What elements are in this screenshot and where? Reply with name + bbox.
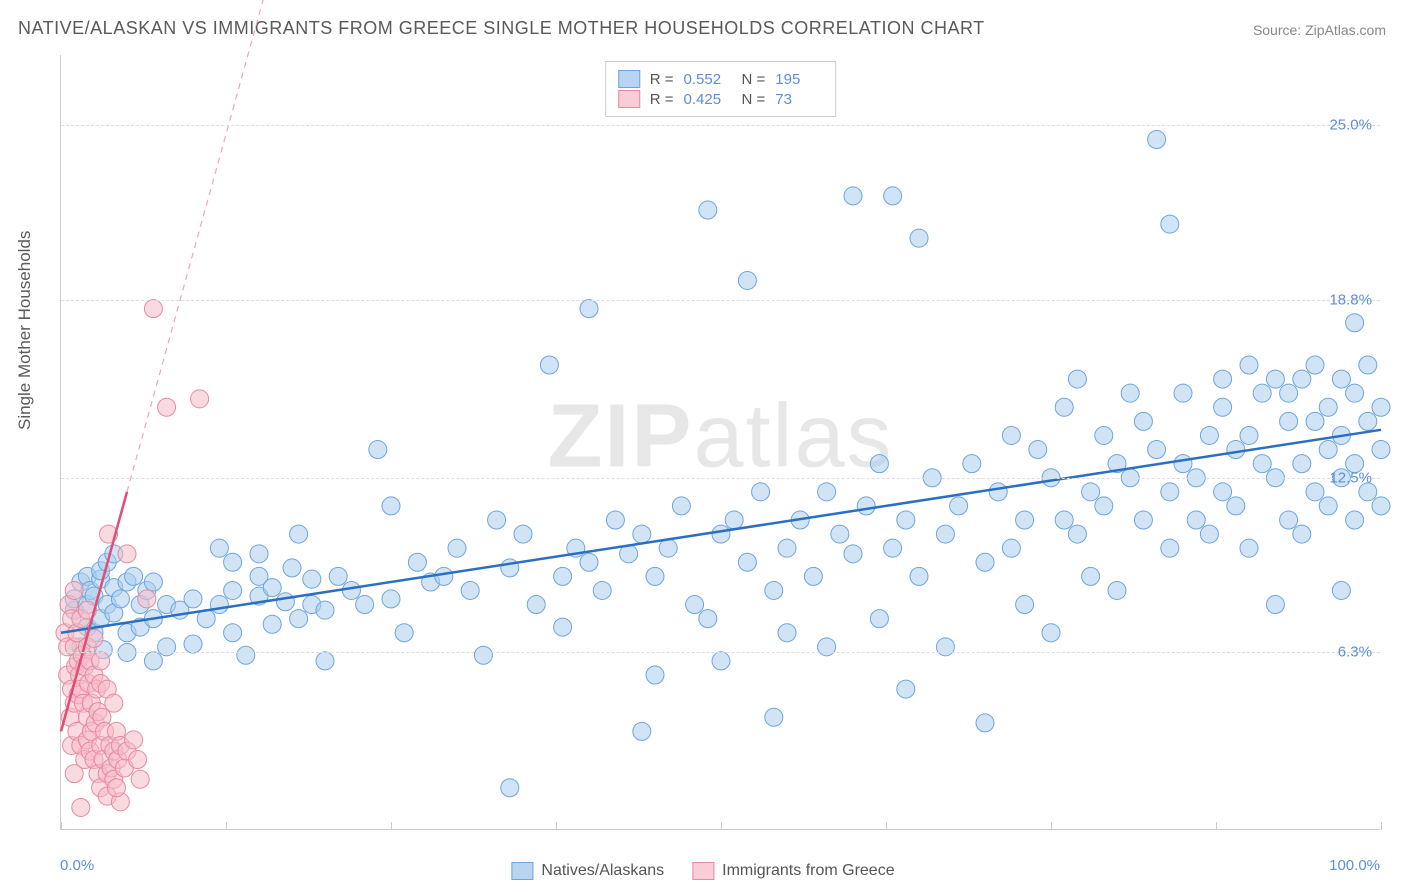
legend-swatch-blue [618, 70, 640, 88]
y-tick-label: 25.0% [1329, 117, 1372, 134]
y-axis-title: Single Mother Households [15, 231, 35, 430]
y-tick-label: 18.8% [1329, 292, 1372, 309]
legend-row-pink: R = 0.425 N = 73 [618, 90, 824, 108]
series-legend: Natives/Alaskans Immigrants from Greece [511, 862, 894, 880]
x-axis-max-label: 100.0% [1329, 857, 1380, 874]
chart-plot-area: ZIPatlas R = 0.552 N = 195 R = 0.425 N =… [60, 55, 1380, 830]
source-attribution: Source: ZipAtlas.com [1253, 22, 1386, 38]
chart-title: NATIVE/ALASKAN VS IMMIGRANTS FROM GREECE… [18, 18, 985, 39]
y-tick-label: 6.3% [1338, 644, 1372, 661]
legend-item-greece: Immigrants from Greece [692, 862, 894, 880]
correlation-legend: R = 0.552 N = 195 R = 0.425 N = 73 [605, 61, 837, 117]
y-tick-label: 12.5% [1329, 469, 1372, 486]
legend-item-natives: Natives/Alaskans [511, 862, 664, 880]
legend-swatch-natives [511, 862, 533, 880]
legend-swatch-pink [618, 90, 640, 108]
x-axis-min-label: 0.0% [60, 857, 94, 874]
legend-row-blue: R = 0.552 N = 195 [618, 70, 824, 88]
scatter-svg [61, 55, 1380, 829]
legend-swatch-greece [692, 862, 714, 880]
